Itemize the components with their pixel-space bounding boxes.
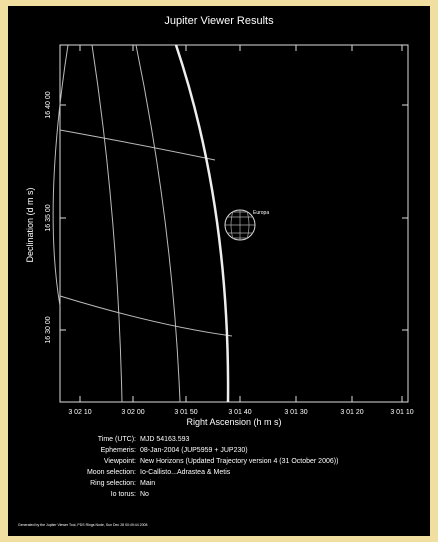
footer: Generated by the Jupiter Viewer Tool, PD… — [18, 523, 148, 527]
info-label: Time (UTC): — [98, 436, 136, 443]
x-tick-label: 3 01 40 — [228, 409, 251, 416]
y-axis-label: Declination (d m s) — [25, 187, 35, 262]
info-label: Ring selection: — [90, 480, 136, 487]
info-label: Ephemeris: — [101, 447, 136, 454]
info-value: 08-Jan-2004 (JUP5959 + JUP230) — [140, 447, 248, 454]
background — [8, 6, 430, 536]
moon-label: Europa — [253, 210, 269, 216]
x-tick-label: 3 01 10 — [390, 409, 413, 416]
x-tick-label: 3 01 20 — [340, 409, 363, 416]
info-value: New Horizons (Updated Trajectory version… — [140, 458, 338, 465]
info-value: MJD 54163.593 — [140, 436, 190, 443]
info-value: Io-Callisto...Adrastea & Metis — [140, 469, 231, 476]
x-tick-label: 3 02 00 — [121, 409, 144, 416]
info-value: No — [140, 491, 149, 498]
x-tick-label: 3 01 50 — [174, 409, 197, 416]
info-label: Viewpoint: — [104, 458, 136, 465]
x-tick-label: 3 01 30 — [284, 409, 307, 416]
viewer: Jupiter Viewer Results Europa Right Asce… — [8, 6, 430, 536]
y-tick-label: 16 35 00 — [45, 204, 52, 231]
x-axis-label: Right Ascension (h m s) — [186, 417, 281, 427]
y-tick-label: 16 40 00 — [45, 91, 52, 118]
page: Jupiter Viewer Results Europa Right Asce… — [0, 0, 438, 542]
info-label: Moon selection: — [87, 469, 136, 476]
info-label: Io torus: — [111, 491, 136, 498]
x-tick-label: 3 02 10 — [68, 409, 91, 416]
title: Jupiter Viewer Results — [164, 15, 274, 27]
y-tick-label: 16 30 00 — [45, 316, 52, 343]
info-value: Main — [140, 480, 155, 487]
